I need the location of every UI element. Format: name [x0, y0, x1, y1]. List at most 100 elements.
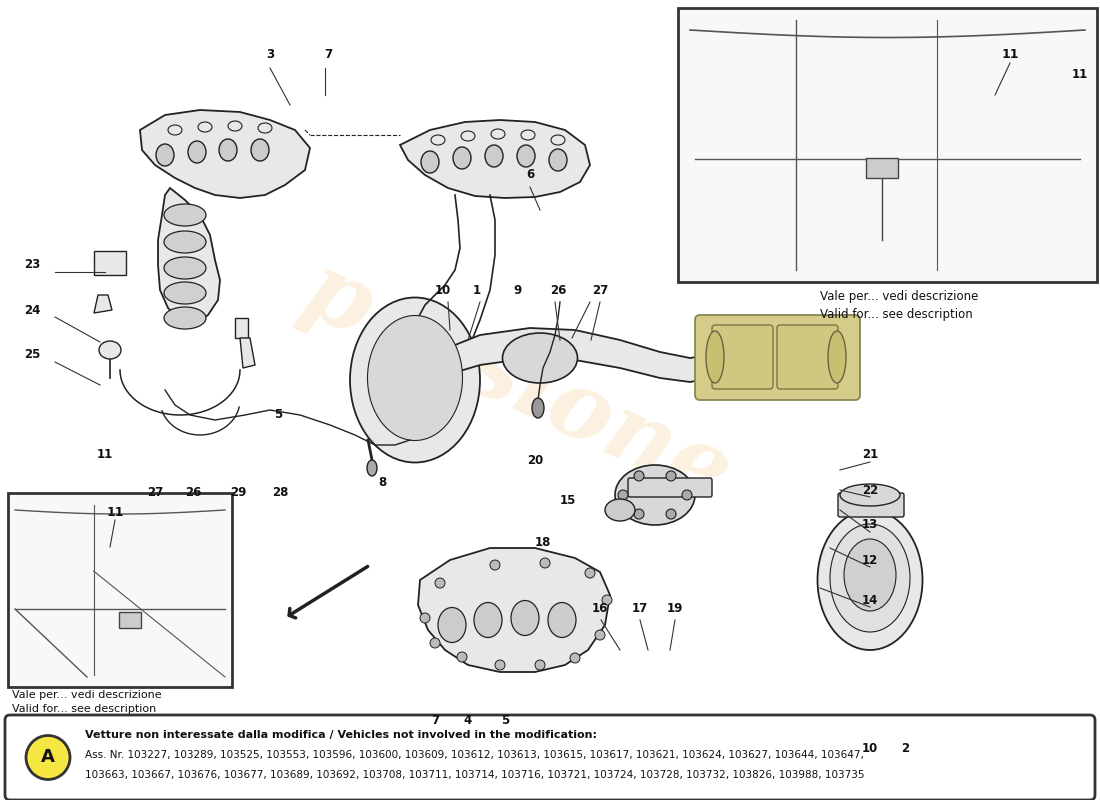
Ellipse shape — [474, 602, 502, 638]
Ellipse shape — [164, 282, 206, 304]
Ellipse shape — [461, 131, 475, 141]
Ellipse shape — [615, 465, 695, 525]
Ellipse shape — [485, 145, 503, 167]
Ellipse shape — [706, 331, 724, 383]
FancyBboxPatch shape — [866, 158, 898, 178]
Text: 2: 2 — [901, 742, 909, 754]
Polygon shape — [430, 328, 710, 382]
Text: 11: 11 — [107, 506, 123, 518]
Ellipse shape — [198, 122, 212, 132]
Circle shape — [570, 653, 580, 663]
Ellipse shape — [164, 307, 206, 329]
Ellipse shape — [188, 141, 206, 163]
Ellipse shape — [840, 484, 900, 506]
FancyBboxPatch shape — [777, 325, 838, 389]
Ellipse shape — [549, 149, 566, 171]
Ellipse shape — [605, 499, 635, 521]
Text: 11: 11 — [1071, 69, 1088, 82]
FancyBboxPatch shape — [712, 325, 773, 389]
Ellipse shape — [453, 147, 471, 169]
Text: 26: 26 — [185, 486, 201, 498]
Text: 5: 5 — [500, 714, 509, 726]
Text: A: A — [41, 749, 55, 766]
Ellipse shape — [228, 121, 242, 131]
Circle shape — [602, 595, 612, 605]
Text: 1: 1 — [473, 283, 481, 297]
Ellipse shape — [828, 331, 846, 383]
Text: 3: 3 — [266, 49, 274, 62]
Circle shape — [430, 638, 440, 648]
Polygon shape — [240, 338, 255, 368]
FancyBboxPatch shape — [678, 8, 1097, 282]
Circle shape — [666, 509, 676, 519]
FancyBboxPatch shape — [94, 251, 126, 275]
Text: 11: 11 — [1001, 49, 1019, 62]
FancyBboxPatch shape — [838, 493, 904, 517]
Ellipse shape — [421, 151, 439, 173]
Text: Vetture non interessate dalla modifica / Vehicles not involved in the modificati: Vetture non interessate dalla modifica /… — [85, 730, 597, 740]
Text: 13: 13 — [862, 518, 878, 531]
Ellipse shape — [438, 607, 466, 642]
Text: 9: 9 — [514, 283, 522, 297]
Ellipse shape — [532, 398, 544, 418]
Circle shape — [420, 613, 430, 623]
Text: 20: 20 — [527, 454, 543, 466]
Circle shape — [666, 471, 676, 481]
Ellipse shape — [251, 139, 270, 161]
Ellipse shape — [168, 125, 182, 135]
Ellipse shape — [367, 460, 377, 476]
Text: 11: 11 — [97, 449, 113, 462]
Text: 25: 25 — [24, 349, 41, 362]
Polygon shape — [235, 318, 248, 338]
Text: 24: 24 — [24, 303, 41, 317]
Polygon shape — [400, 120, 590, 198]
Text: 19: 19 — [667, 602, 683, 614]
Text: 16: 16 — [592, 602, 608, 614]
Ellipse shape — [367, 315, 462, 441]
Circle shape — [682, 490, 692, 500]
Ellipse shape — [164, 231, 206, 253]
Ellipse shape — [551, 135, 565, 145]
Text: 22: 22 — [862, 483, 878, 497]
Text: 29: 29 — [230, 486, 246, 498]
Polygon shape — [140, 110, 310, 198]
Text: 27: 27 — [147, 486, 163, 498]
FancyBboxPatch shape — [628, 478, 712, 497]
Ellipse shape — [503, 333, 578, 383]
Circle shape — [634, 471, 643, 481]
FancyBboxPatch shape — [695, 315, 860, 400]
Ellipse shape — [164, 204, 206, 226]
Ellipse shape — [156, 144, 174, 166]
Text: 12: 12 — [862, 554, 878, 566]
Text: Ass. Nr. 103227, 103289, 103525, 103553, 103596, 103600, 103609, 103612, 103613,: Ass. Nr. 103227, 103289, 103525, 103553,… — [85, 750, 864, 760]
Circle shape — [618, 490, 628, 500]
Circle shape — [535, 660, 544, 670]
Polygon shape — [158, 188, 220, 325]
Text: Vale per... vedi descrizione
Valid for... see description: Vale per... vedi descrizione Valid for..… — [820, 290, 978, 321]
Text: 21: 21 — [862, 449, 878, 462]
Text: 8: 8 — [378, 475, 386, 489]
Text: 7: 7 — [323, 49, 332, 62]
FancyBboxPatch shape — [8, 493, 232, 687]
Ellipse shape — [830, 524, 910, 632]
Circle shape — [490, 560, 500, 570]
Circle shape — [434, 578, 446, 588]
Text: 4: 4 — [464, 714, 472, 726]
Text: 15: 15 — [560, 494, 576, 506]
Text: 7: 7 — [431, 714, 439, 726]
Ellipse shape — [164, 257, 206, 279]
Ellipse shape — [521, 130, 535, 140]
Circle shape — [540, 558, 550, 568]
Circle shape — [26, 735, 70, 779]
FancyBboxPatch shape — [119, 612, 141, 628]
Text: 14: 14 — [861, 594, 878, 606]
Ellipse shape — [350, 298, 480, 462]
Circle shape — [595, 630, 605, 640]
Polygon shape — [94, 295, 112, 313]
Text: 17: 17 — [631, 602, 648, 614]
Text: 23: 23 — [24, 258, 40, 271]
Text: passione: passione — [289, 246, 745, 522]
Text: 26: 26 — [550, 283, 566, 297]
Circle shape — [495, 660, 505, 670]
Ellipse shape — [491, 129, 505, 139]
